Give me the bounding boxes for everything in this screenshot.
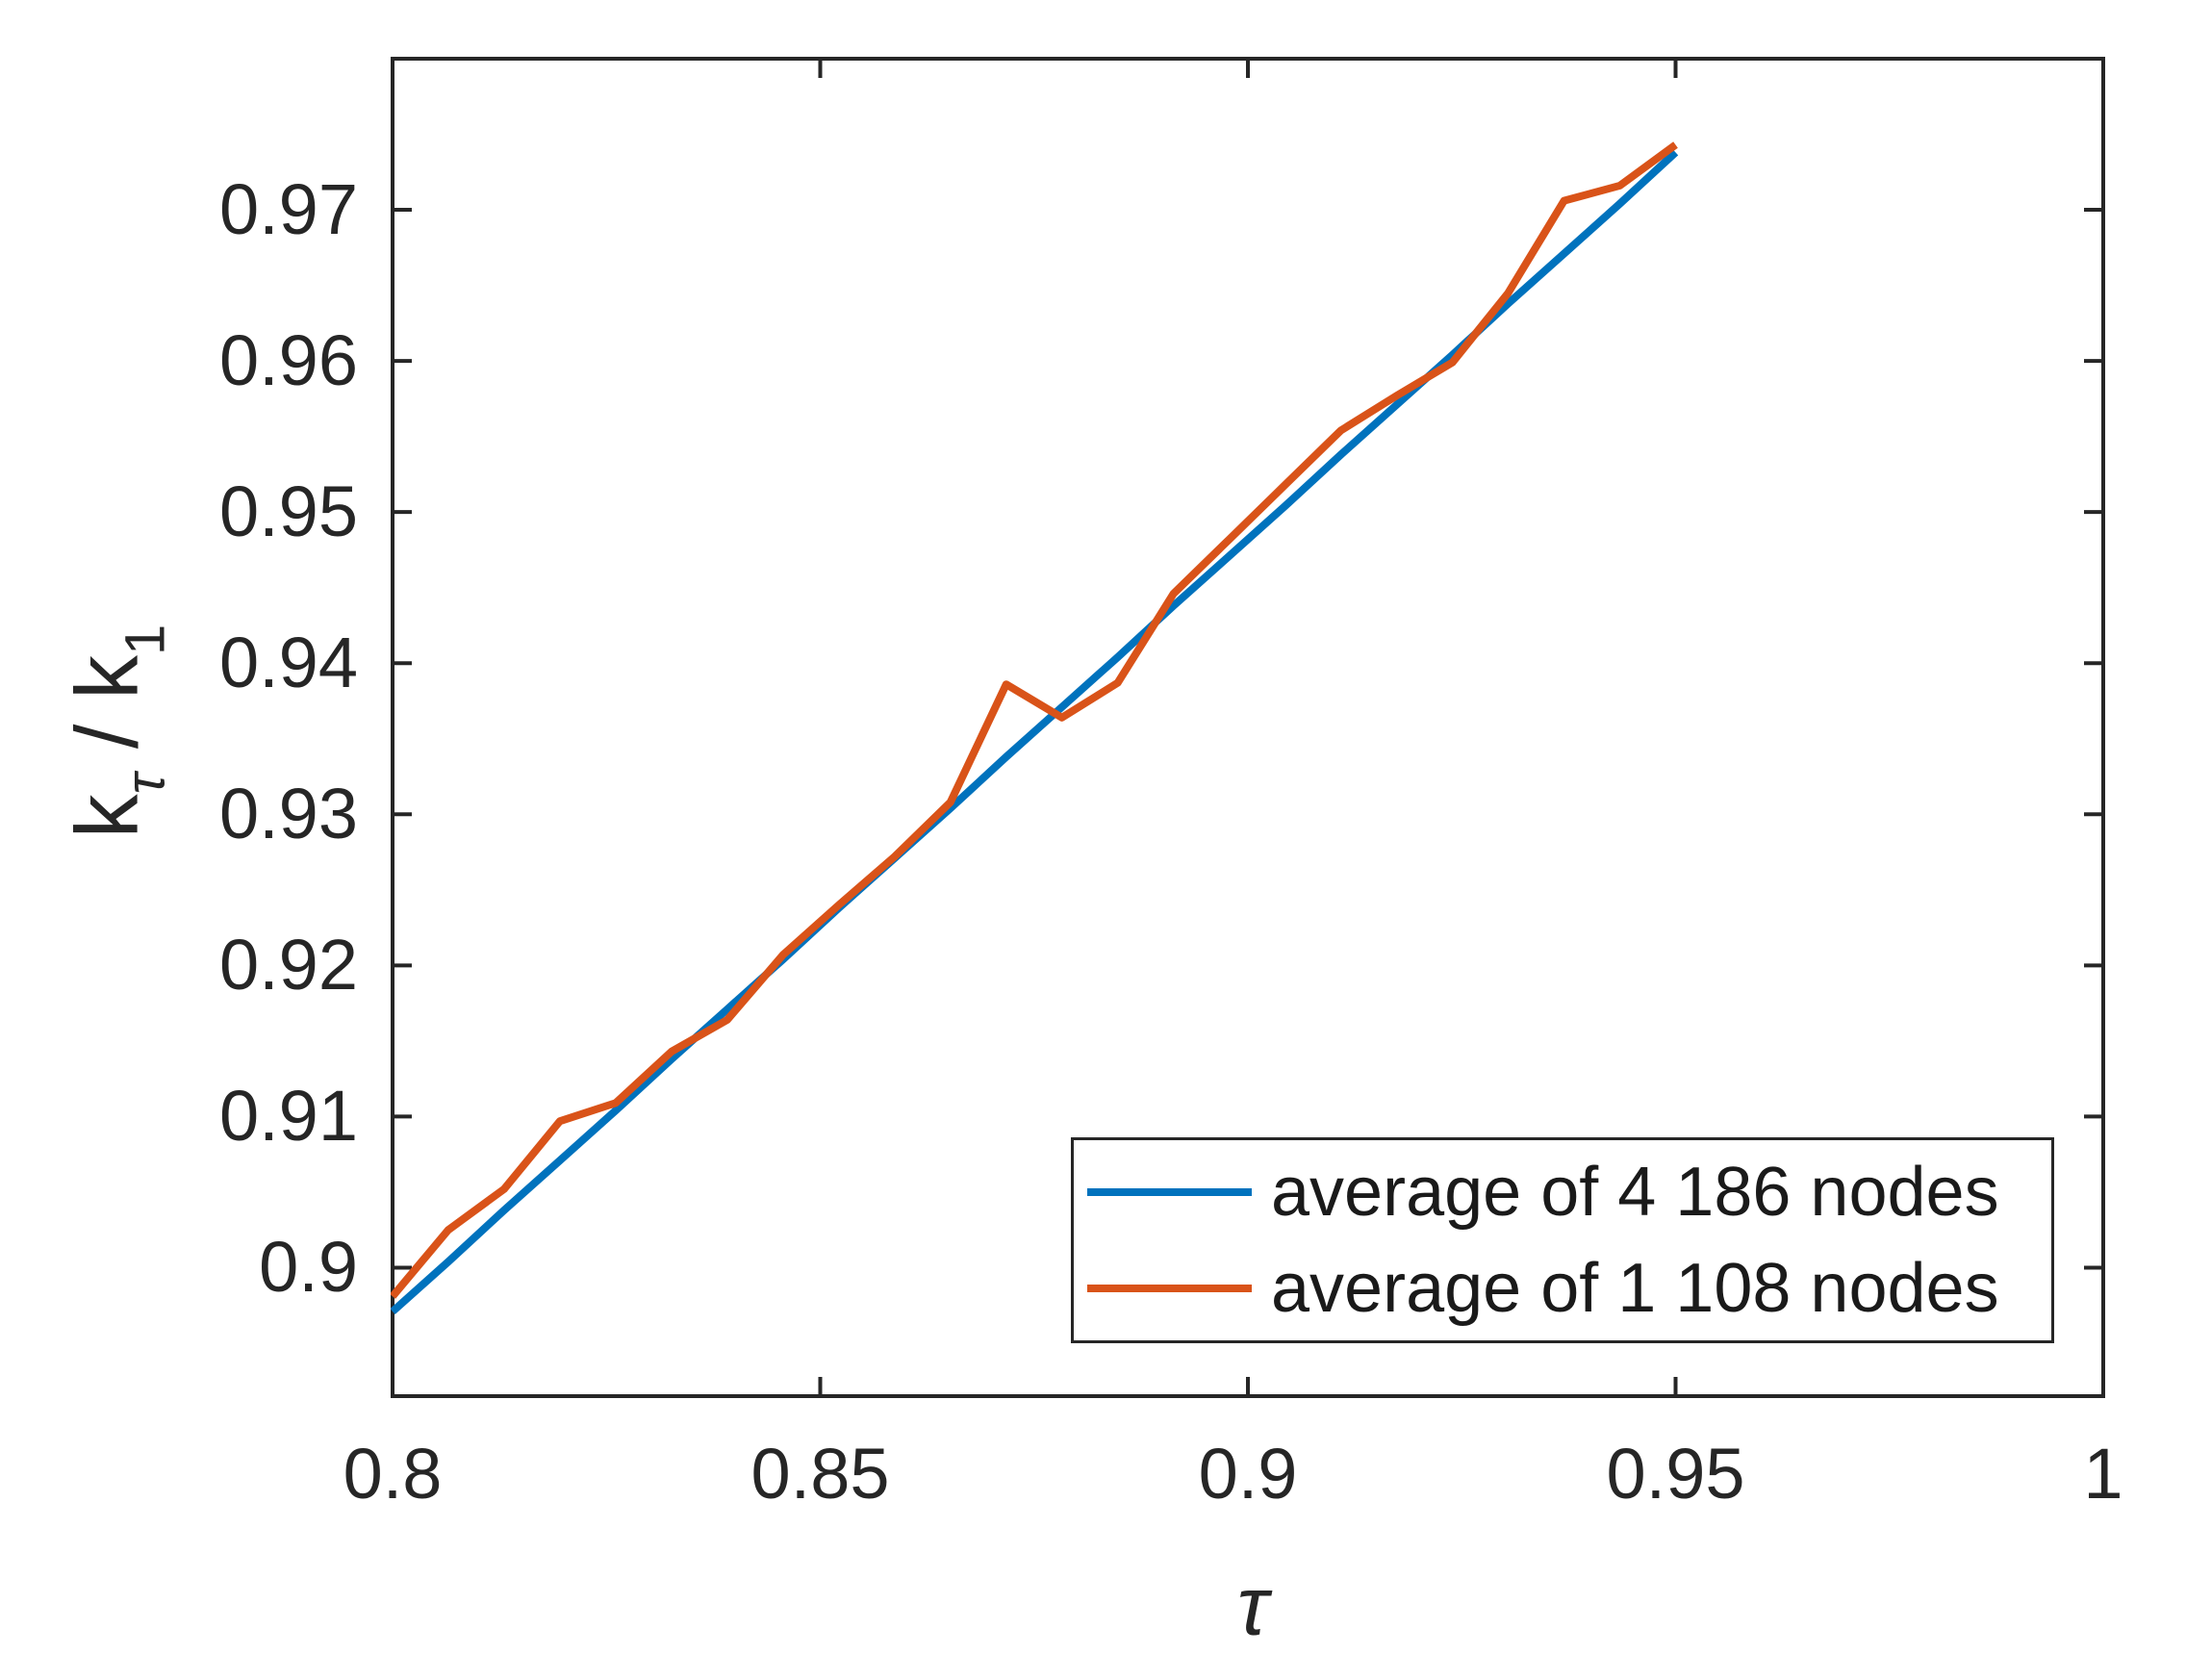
x-tick-label-0.95: 0.95 xyxy=(1606,1434,1745,1514)
legend-box: average of 4 186 nodes average of 1 108 … xyxy=(1071,1137,2054,1343)
y-axis-label-sub-tau: τ xyxy=(114,773,177,795)
x-tick-label-1: 1 xyxy=(2083,1434,2123,1514)
series-line-orange xyxy=(391,141,1678,1299)
y-tick-label-0.94: 0.94 xyxy=(218,623,358,703)
y-tick-label-0.93: 0.93 xyxy=(218,774,358,854)
y-tick-label-0.95: 0.95 xyxy=(218,471,358,552)
plot-area xyxy=(391,57,2105,1398)
y-axis-label-slash-k: / k xyxy=(58,654,157,774)
y-tick-label-0.97: 0.97 xyxy=(218,169,358,250)
y-axis-label-sub-one: 1 xyxy=(114,624,177,655)
y-tick-label-0.96: 0.96 xyxy=(218,320,358,401)
legend-entry-blue: average of 4 186 nodes xyxy=(1074,1149,2051,1235)
x-axis-label: τ xyxy=(1237,1560,1268,1655)
x-axis-label-text: τ xyxy=(1236,1560,1269,1653)
y-tick-label-0.91: 0.91 xyxy=(218,1076,358,1157)
legend-label-orange: average of 1 108 nodes xyxy=(1271,1249,1999,1327)
legend-label-blue: average of 4 186 nodes xyxy=(1271,1154,1999,1232)
y-tick-label-0.92: 0.92 xyxy=(218,925,358,1005)
y-axis-label-k-tau: k xyxy=(58,794,157,839)
x-tick-label-0.85: 0.85 xyxy=(750,1434,890,1514)
y-axis-label: kτ / k1 xyxy=(58,624,177,839)
y-tick-label-0.9: 0.9 xyxy=(259,1227,358,1308)
legend-entry-orange: average of 1 108 nodes xyxy=(1074,1245,2051,1332)
x-tick-label-0.8: 0.8 xyxy=(343,1434,443,1514)
legend-line-blue xyxy=(1087,1188,1252,1197)
x-tick-label-0.9: 0.9 xyxy=(1198,1434,1298,1514)
legend-line-orange xyxy=(1087,1284,1252,1292)
